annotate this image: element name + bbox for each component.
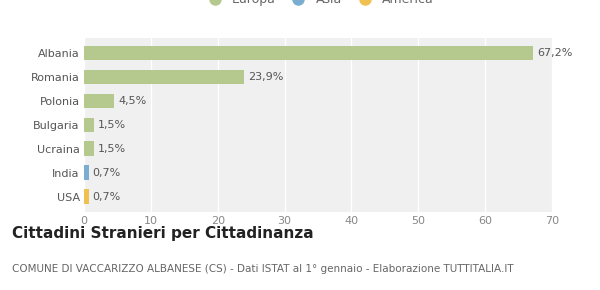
Bar [84, 165, 89, 180]
Bar [84, 94, 114, 108]
Bar [84, 70, 244, 84]
Text: 4,5%: 4,5% [118, 96, 146, 106]
Bar [84, 117, 94, 132]
Text: 1,5%: 1,5% [98, 144, 126, 154]
Bar [84, 142, 94, 156]
Bar [84, 189, 89, 204]
Text: COMUNE DI VACCARIZZO ALBANESE (CS) - Dati ISTAT al 1° gennaio - Elaborazione TUT: COMUNE DI VACCARIZZO ALBANESE (CS) - Dat… [12, 264, 514, 274]
Text: 67,2%: 67,2% [537, 48, 572, 58]
Text: 1,5%: 1,5% [98, 120, 126, 130]
Text: Cittadini Stranieri per Cittadinanza: Cittadini Stranieri per Cittadinanza [12, 226, 314, 241]
Text: 0,7%: 0,7% [92, 168, 121, 178]
Text: 0,7%: 0,7% [92, 192, 121, 202]
Bar [84, 46, 533, 60]
Text: 23,9%: 23,9% [248, 72, 283, 82]
Legend: Europa, Asia, America: Europa, Asia, America [197, 0, 439, 11]
